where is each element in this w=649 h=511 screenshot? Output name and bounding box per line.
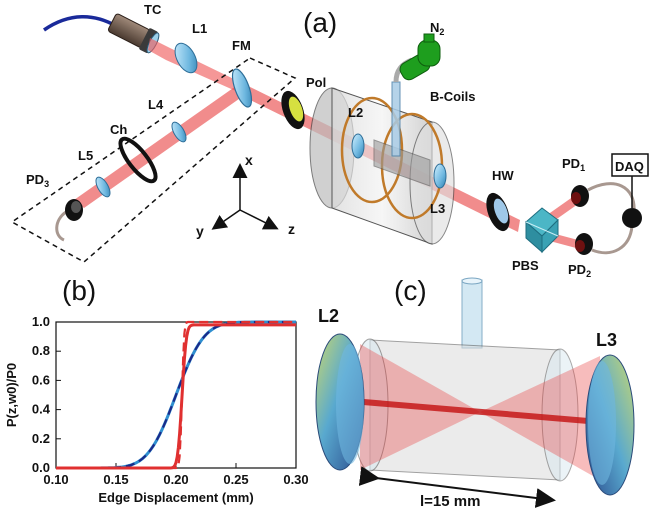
panel-c: (c) L2 L3 l=15 mm: [315, 275, 635, 510]
label-pol: Pol: [306, 75, 326, 90]
panel-c-label: (c): [394, 275, 427, 306]
photodiode-pd2: [575, 233, 593, 255]
lens-l2-large: [315, 333, 365, 471]
label-cell-length: l=15 mm: [420, 493, 480, 510]
x-tick-label: 0.30: [283, 472, 308, 487]
x-tick-label: 0.15: [103, 472, 128, 487]
y-tick-label: 0.6: [32, 372, 50, 387]
lens-l5: [95, 176, 111, 198]
length-arrow: [358, 466, 556, 508]
y-axis-title: P(z,w0)/P0: [4, 363, 19, 427]
label-l2-cell: L2: [318, 306, 339, 326]
label-hw: HW: [492, 168, 514, 183]
beam-axis: [339, 397, 601, 425]
label-l5: L5: [78, 148, 93, 163]
label-l3-cell: L3: [596, 330, 617, 350]
photodiode-pd3: [55, 199, 83, 242]
flip-mirror-fm: [231, 68, 253, 108]
gas-inlet-tube: [461, 279, 483, 349]
polarizer-pol: [281, 90, 305, 130]
panel-a: (a) TC L1 FM L4 Ch: [10, 2, 649, 279]
axis-x-label: x: [245, 152, 253, 168]
label-pbs: PBS: [512, 258, 539, 273]
y-tick-label: 0.0: [32, 460, 50, 475]
x-axis-title: Edge Displacement (mm): [98, 490, 253, 505]
pbs-cube: [525, 207, 559, 254]
y-tick-label: 0.4: [32, 402, 51, 417]
lens-l4: [171, 121, 187, 143]
lens-l2-small: [351, 133, 365, 159]
label-n2: N2: [430, 20, 444, 37]
panel-b-label: (b): [62, 275, 96, 306]
optical-fiber: [43, 15, 117, 32]
axis-y-label: y: [196, 223, 204, 239]
x-tick-label: 0.20: [163, 472, 188, 487]
label-l1: L1: [192, 21, 207, 36]
label-l3-setup: L3: [430, 201, 445, 216]
label-l4: L4: [148, 97, 164, 112]
label-tc: TC: [144, 2, 162, 17]
label-fm: FM: [232, 38, 251, 53]
photodiode-pd1: [571, 185, 589, 207]
label-pd1: PD1: [562, 156, 585, 173]
label-b-coils: B-Coils: [430, 89, 476, 104]
lens-l1: [174, 42, 198, 74]
cable-pd1: [587, 182, 636, 213]
panel-a-label: (a): [303, 7, 337, 38]
panel-b: (b) 0.10 0.15 0.20 0.25 0.30 0.0 0.2 0.4 0.6 0.8 1…: [4, 275, 309, 505]
axis-z-label: z: [288, 221, 295, 237]
series-3-line: [56, 320, 296, 470]
lens-l3-large: [585, 354, 635, 496]
half-wave-plate-hw: [486, 192, 510, 232]
label-pd2: PD2: [568, 262, 591, 279]
gas-inlet-top: [461, 277, 483, 285]
x-tick-label: 0.25: [223, 472, 248, 487]
label-daq: DAQ: [615, 159, 644, 174]
label-pd3: PD3: [26, 172, 49, 189]
y-tick-label: 0.2: [32, 431, 50, 446]
edge-scan-chart: 0.10 0.15 0.20 0.25 0.30 0.0 0.2 0.4 0.6 0.8 1.0 Ed…: [4, 314, 309, 505]
daq-box: [611, 153, 649, 177]
cable-pd2: [591, 225, 634, 255]
daq-node: [622, 208, 642, 228]
nitrogen-bottle: [399, 33, 441, 81]
reference-arm-box: [10, 57, 297, 263]
label-l2-setup: L2: [348, 105, 363, 120]
coordinate-axes: x y z: [196, 152, 295, 239]
beam-reference: [74, 86, 246, 208]
series-2-line: [56, 323, 296, 470]
chopper-ch: [118, 136, 158, 184]
y-tick-label: 1.0: [32, 314, 50, 329]
lens-l3-small: [433, 163, 447, 189]
label-ch: Ch: [110, 122, 127, 137]
y-tick-label: 0.8: [32, 343, 50, 358]
x-tick-label: 0.10: [43, 472, 68, 487]
